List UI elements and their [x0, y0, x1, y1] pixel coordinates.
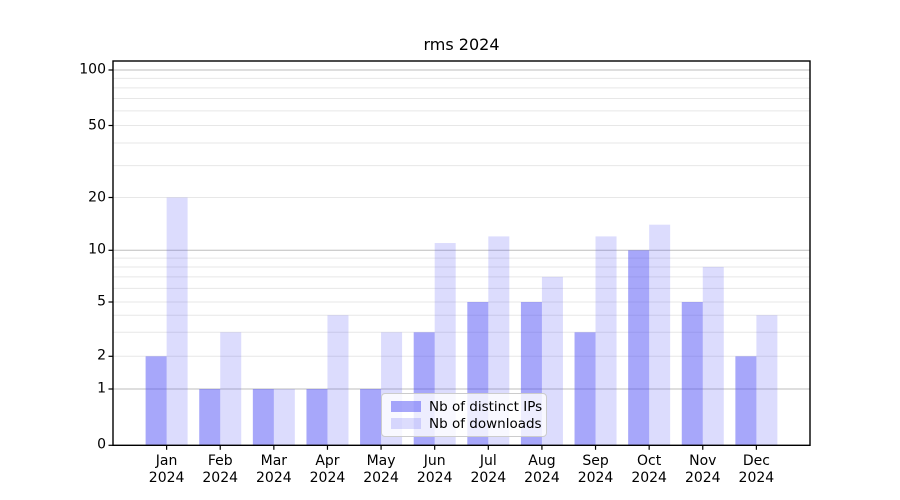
- bar-distinct-ips: [735, 356, 757, 446]
- x-tick-label: Jun 2024: [417, 453, 453, 487]
- x-tick-month: Jan: [155, 453, 178, 470]
- bar-downloads: [702, 266, 724, 446]
- x-tick-year: 2024: [470, 470, 507, 487]
- bar-downloads: [595, 236, 617, 446]
- x-tick-year: 2024: [309, 470, 346, 487]
- x-tick-month: Sep: [582, 453, 609, 470]
- x-tick-label: Jul 2024: [470, 453, 506, 487]
- x-tick-label: Nov 2024: [685, 453, 721, 487]
- y-tick-label: 1: [97, 380, 106, 397]
- x-tick-year: 2024: [416, 470, 453, 487]
- x-tick-year: 2024: [631, 470, 667, 487]
- x-tick-month: Apr: [315, 453, 340, 470]
- x-tick-month: Dec: [742, 453, 770, 470]
- y-tick-label: 100: [79, 61, 106, 78]
- legend-item-distinct-ips: Nb of distinct IPs: [391, 399, 542, 415]
- legend-label-distinct-ips: Nb of distinct IPs: [429, 398, 543, 415]
- x-tick-month: May: [366, 453, 396, 470]
- x-tick-year: 2024: [684, 470, 721, 487]
- x-tick-label: Aug 2024: [524, 453, 560, 487]
- x-tick-year: 2024: [148, 470, 185, 487]
- y-tick-label: 20: [88, 189, 106, 206]
- chart-title: rms 2024: [423, 35, 500, 54]
- bar-downloads: [220, 332, 242, 446]
- bar-distinct-ips: [306, 389, 328, 446]
- x-tick-label: Mar 2024: [256, 453, 292, 487]
- y-tick-label: 10: [88, 242, 106, 259]
- bar-distinct-ips: [252, 389, 274, 446]
- x-tick-year: 2024: [363, 470, 399, 487]
- bar-downloads: [541, 276, 563, 446]
- x-tick-label: May 2024: [363, 453, 399, 487]
- bar-distinct-ips: [628, 250, 650, 446]
- x-tick-label: Feb 2024: [202, 453, 238, 487]
- bar-downloads: [649, 224, 671, 446]
- x-tick-label: Apr 2024: [310, 453, 346, 487]
- x-tick-year: 2024: [256, 470, 292, 487]
- x-tick-month: Jul: [479, 453, 497, 470]
- y-tick-label: 5: [97, 293, 106, 310]
- y-tick-label: 50: [88, 117, 106, 134]
- bar-distinct-ips: [574, 332, 596, 446]
- legend-swatch-distinct-ips: [391, 401, 421, 412]
- bar-distinct-ips: [360, 389, 382, 446]
- y-tick-label: 2: [97, 348, 106, 365]
- axes-spines: [112, 60, 811, 446]
- x-tick-label: Oct 2024: [631, 453, 667, 487]
- x-tick-label: Sep 2024: [578, 453, 614, 487]
- legend-label-downloads: Nb of downloads: [429, 415, 542, 432]
- bar-downloads: [273, 389, 295, 446]
- x-tick-month: Feb: [207, 453, 233, 470]
- bar-distinct-ips: [681, 302, 703, 446]
- x-tick-month: Oct: [637, 453, 662, 470]
- x-tick-year: 2024: [202, 470, 239, 487]
- bar-downloads: [166, 197, 188, 446]
- x-tick-month: Mar: [260, 453, 288, 470]
- legend: Nb of distinct IPs Nb of downloads: [381, 393, 547, 437]
- x-tick-label: Jan 2024: [149, 453, 185, 487]
- x-tick-month: Nov: [689, 453, 717, 470]
- bar-downloads: [756, 315, 778, 446]
- x-tick-month: Jun: [423, 453, 446, 470]
- x-tick-year: 2024: [738, 470, 775, 487]
- x-tick-year: 2024: [577, 470, 614, 487]
- x-tick-year: 2024: [524, 470, 560, 487]
- bar-distinct-ips: [145, 356, 167, 446]
- bar-distinct-ips: [199, 389, 221, 446]
- x-tick-label: Dec 2024: [739, 453, 775, 487]
- x-tick-month: Aug: [528, 453, 556, 470]
- legend-item-downloads: Nb of downloads: [391, 416, 542, 432]
- bar-downloads: [327, 315, 349, 446]
- legend-swatch-downloads: [391, 418, 421, 429]
- y-tick-label: 0: [97, 437, 106, 454]
